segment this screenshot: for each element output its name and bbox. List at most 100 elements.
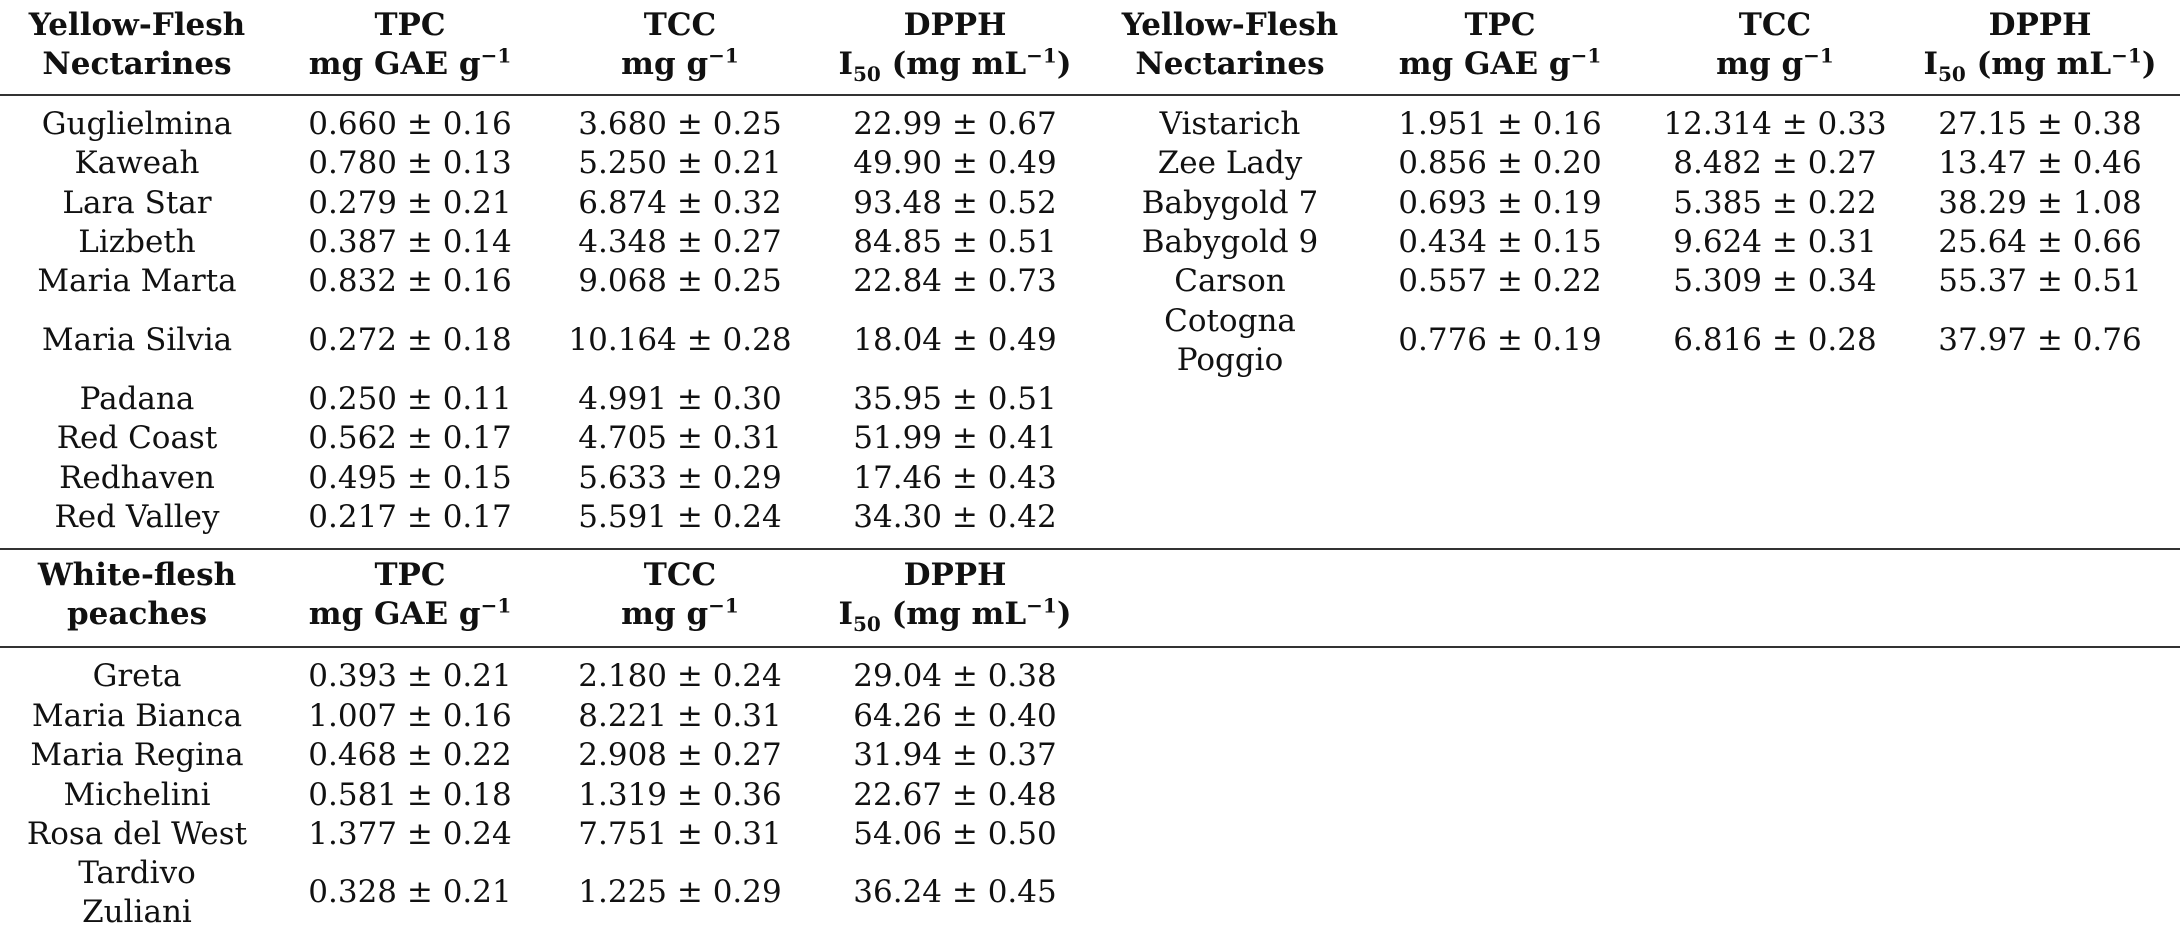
unit-exponent: −1: [480, 593, 512, 618]
tcc-value: 4.348 ± 0.27: [578, 224, 782, 260]
header-group-yellow-nectarines-left: Yellow-Flesh Nectarines: [0, 6, 274, 84]
tpc-value: 0.434 ± 0.15: [1398, 224, 1602, 260]
tpc-value: 0.832 ± 0.16: [308, 263, 512, 299]
tcc-value: 7.751 ± 0.31: [578, 816, 782, 852]
header-dpph-title: DPPH: [903, 557, 1007, 593]
unit-subscript: 50: [852, 612, 881, 637]
header-line-2: Nectarines: [42, 46, 232, 82]
unit-text: mg g: [621, 596, 709, 632]
header-tcc-unit: mg g−1: [560, 45, 800, 84]
unit-text: I: [838, 596, 853, 632]
header-dpph-unit: I50 (mg mL−1): [820, 45, 1090, 87]
cultivar-name: Maria Marta: [37, 263, 237, 299]
header-dpph-title: DPPH: [1988, 7, 2092, 43]
cultivar-name: Michelini: [63, 777, 211, 813]
dpph-value: 13.47 ± 0.46: [1938, 145, 2142, 181]
dpph-value: 37.97 ± 0.76: [1938, 322, 2142, 358]
cultivar-name-line-2: Poggio: [1176, 342, 1284, 378]
header-dpph: DPPH I50 (mg mL−1): [820, 6, 1090, 84]
tpc-value: 0.581 ± 0.18: [308, 777, 512, 813]
tpc-value: 0.328 ± 0.21: [308, 874, 512, 910]
header-dpph: DPPH I50 (mg mL−1): [820, 556, 1090, 634]
tpc-value: 0.393 ± 0.21: [308, 658, 512, 694]
header-group-white-peaches: White-flesh peaches: [0, 556, 274, 634]
dpph-value: 93.48 ± 0.52: [853, 185, 1057, 221]
header-tcc: TCC mg g−1: [1655, 6, 1895, 84]
header-tcc-title: TCC: [643, 7, 717, 43]
header-tpc-title: TPC: [374, 557, 446, 593]
cultivar-name: Red Coast: [56, 420, 218, 456]
header-tpc: TPC mg GAE g−1: [290, 556, 530, 634]
header-tpc: TPC mg GAE g−1: [290, 6, 530, 84]
tcc-value: 5.591 ± 0.24: [578, 499, 782, 535]
tcc-value: 8.221 ± 0.31: [578, 698, 782, 734]
tcc-value: 5.309 ± 0.34: [1673, 263, 1877, 299]
header-group-yellow-nectarines-right: Yellow-Flesh Nectarines: [1110, 6, 1350, 84]
header-dpph: DPPH I50 (mg mL−1): [1900, 6, 2180, 84]
tpc-value: 0.250 ± 0.11: [308, 381, 512, 417]
tcc-value: 4.705 ± 0.31: [578, 420, 782, 456]
cultivar-name: Kaweah: [74, 145, 200, 181]
header-line-1: Yellow-Flesh: [28, 7, 246, 43]
cultivar-name: Greta: [92, 658, 182, 694]
unit-exponent: −1: [708, 43, 739, 68]
tcc-value: 10.164 ± 0.28: [568, 322, 792, 358]
header-rule-bottom: [0, 646, 2180, 648]
cultivar-name: Red Valley: [54, 499, 220, 535]
dpph-value: 35.95 ± 0.51: [853, 381, 1057, 417]
tcc-value: 9.624 ± 0.31: [1673, 224, 1877, 260]
cultivar-name: Vistarich: [1159, 106, 1301, 142]
unit-text: ): [2141, 46, 2157, 82]
dpph-value: 25.64 ± 0.66: [1938, 224, 2142, 260]
tcc-value: 5.633 ± 0.29: [578, 460, 782, 496]
unit-subscript: 50: [852, 62, 881, 87]
header-tpc: TPC mg GAE g−1: [1380, 6, 1620, 84]
cultivar-name: Maria Bianca: [31, 698, 243, 734]
tcc-value: 9.068 ± 0.25: [578, 263, 782, 299]
tpc-value: 1.377 ± 0.24: [308, 816, 512, 852]
tcc-value: 1.225 ± 0.29: [578, 874, 782, 910]
dpph-value: 49.90 ± 0.49: [853, 145, 1057, 181]
cultivar-name: Redhaven: [59, 460, 215, 496]
tpc-value: 0.660 ± 0.16: [308, 106, 512, 142]
unit-exponent: −1: [1026, 593, 1057, 618]
header-dpph-title: DPPH: [903, 7, 1007, 43]
unit-text: mg GAE g: [308, 46, 481, 82]
unit-text: (mg mL: [880, 596, 1027, 632]
unit-text: (mg mL: [1965, 46, 2112, 82]
tpc-value: 0.856 ± 0.20: [1398, 145, 1602, 181]
dpph-value: 22.84 ± 0.73: [853, 263, 1057, 299]
cultivar-name: Lizbeth: [78, 224, 196, 260]
header-tpc-unit: mg GAE g−1: [290, 45, 530, 84]
cultivar-name: Maria Regina: [30, 737, 244, 773]
dpph-value: 55.37 ± 0.51: [1938, 263, 2142, 299]
unit-text: (mg mL: [880, 46, 1027, 82]
tpc-value: 0.217 ± 0.17: [308, 499, 512, 535]
cultivar-name-line-2: Zuliani: [82, 894, 192, 930]
header-tcc: TCC mg g−1: [560, 556, 800, 634]
tcc-value: 5.385 ± 0.22: [1673, 185, 1877, 221]
tpc-value: 0.495 ± 0.15: [308, 460, 512, 496]
header-tpc-unit: mg GAE g−1: [290, 595, 530, 634]
unit-text: I: [838, 46, 853, 82]
header-rule-top: [0, 94, 2180, 96]
tcc-value: 6.816 ± 0.28: [1673, 322, 1877, 358]
tcc-value: 4.991 ± 0.30: [578, 381, 782, 417]
section-divider-rule: [0, 548, 2180, 550]
dpph-value: 34.30 ± 0.42: [853, 499, 1057, 535]
tpc-value: 0.387 ± 0.14: [308, 224, 512, 260]
tcc-value: 2.908 ± 0.27: [578, 737, 782, 773]
unit-exponent: −1: [480, 43, 512, 68]
header-tpc-title: TPC: [374, 7, 446, 43]
dpph-value: 64.26 ± 0.40: [853, 698, 1057, 734]
unit-exponent: −1: [2111, 43, 2142, 68]
tcc-value: 8.482 ± 0.27: [1673, 145, 1877, 181]
cultivar-name: Tardivo Zuliani: [0, 854, 274, 932]
tpc-value: 0.557 ± 0.22: [1398, 263, 1602, 299]
tpc-value: 1.007 ± 0.16: [308, 698, 512, 734]
cultivar-name-line-1: Cotogna: [1164, 303, 1296, 339]
tpc-value: 0.780 ± 0.13: [308, 145, 512, 181]
dpph-value: 51.99 ± 0.41: [853, 420, 1057, 456]
dpph-value: 54.06 ± 0.50: [853, 816, 1057, 852]
header-dpph-unit: I50 (mg mL−1): [1900, 43, 2180, 85]
